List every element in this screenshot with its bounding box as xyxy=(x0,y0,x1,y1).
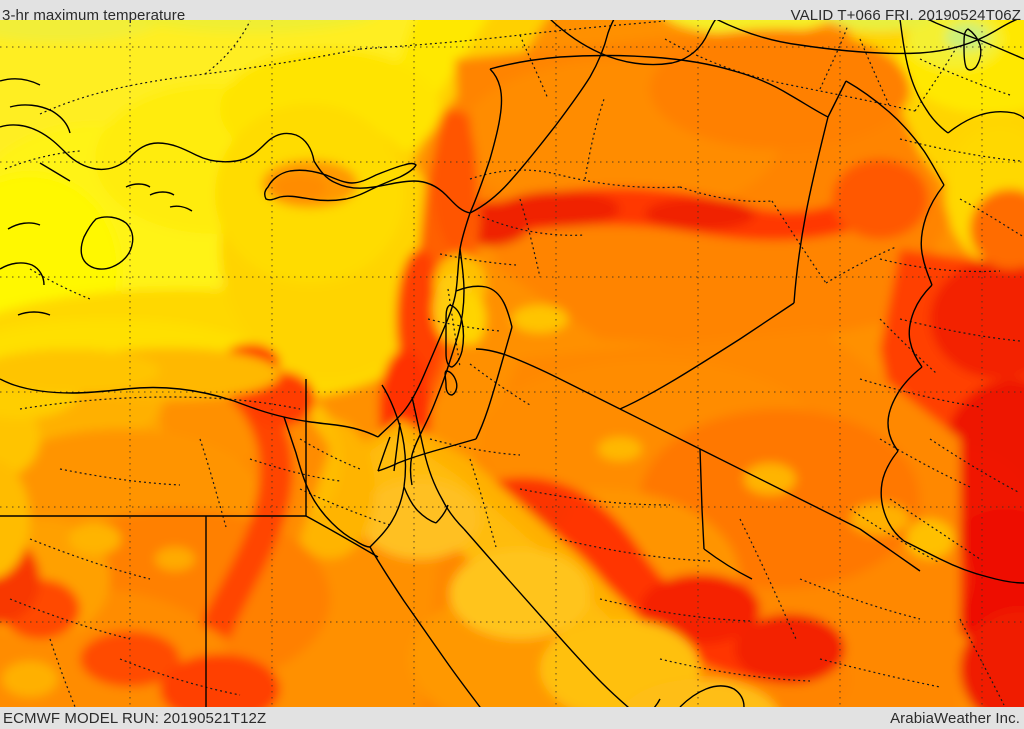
valid-time-label: VALID T+066 FRI. 20190524T06Z xyxy=(790,7,1021,24)
coastlines-and-borders xyxy=(0,19,1024,707)
map-footer-bar: ECMWF MODEL RUN: 20190521T12Z ArabiaWeat… xyxy=(0,707,1024,729)
temperature-map[interactable] xyxy=(0,19,1024,707)
graticule xyxy=(0,19,1024,707)
page-title: 3-hr maximum temperature xyxy=(2,7,186,24)
temperature-field xyxy=(0,19,1024,707)
attribution-label: ArabiaWeather Inc. xyxy=(890,709,1020,727)
map-header-bar: 3-hr maximum temperature VALID T+066 FRI… xyxy=(0,0,1024,24)
temperature-heatmap-canvas xyxy=(0,19,1024,707)
model-run-label: ECMWF MODEL RUN: 20190521T12Z xyxy=(3,709,267,727)
